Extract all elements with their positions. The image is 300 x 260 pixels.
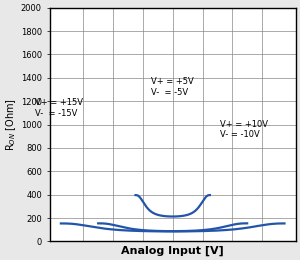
- Text: V+ = +5V
V-  = -5V: V+ = +5V V- = -5V: [151, 77, 194, 97]
- X-axis label: Analog Input [V]: Analog Input [V]: [121, 245, 224, 256]
- Y-axis label: R$_{ON}$ [Ohm]: R$_{ON}$ [Ohm]: [4, 98, 18, 151]
- Text: V+ = +15V
V-  = -15V: V+ = +15V V- = -15V: [35, 99, 83, 118]
- Text: V+ = +10V
V- = -10V: V+ = +10V V- = -10V: [220, 120, 268, 139]
